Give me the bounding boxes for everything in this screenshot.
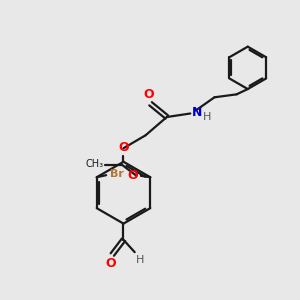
Text: O: O (144, 88, 154, 101)
Text: H: H (203, 112, 211, 122)
Text: O: O (119, 141, 129, 154)
Text: CH₃: CH₃ (85, 159, 103, 169)
Text: N: N (192, 106, 202, 118)
Text: O: O (127, 169, 138, 182)
Text: O: O (106, 257, 116, 271)
Text: H: H (136, 254, 145, 265)
Text: Br: Br (110, 169, 124, 179)
